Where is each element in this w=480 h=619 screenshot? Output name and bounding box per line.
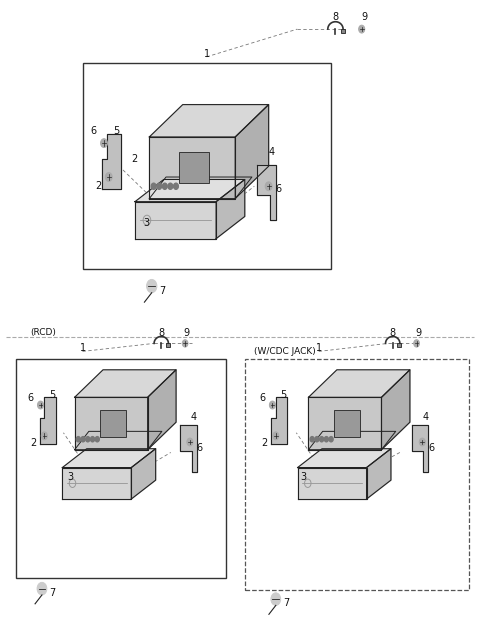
- Text: 3: 3: [68, 472, 73, 482]
- Text: 5: 5: [114, 126, 120, 136]
- Text: 9: 9: [183, 328, 190, 338]
- Polygon shape: [235, 105, 269, 199]
- Polygon shape: [298, 467, 367, 499]
- Polygon shape: [367, 449, 391, 499]
- Circle shape: [315, 436, 319, 442]
- Polygon shape: [309, 431, 396, 449]
- Circle shape: [168, 183, 173, 189]
- Circle shape: [265, 182, 272, 191]
- Circle shape: [162, 183, 167, 189]
- Circle shape: [157, 183, 162, 189]
- Circle shape: [310, 436, 314, 442]
- Circle shape: [419, 438, 425, 446]
- Circle shape: [76, 436, 80, 442]
- Circle shape: [273, 432, 279, 439]
- Text: 2: 2: [96, 181, 102, 191]
- Polygon shape: [271, 397, 287, 444]
- Bar: [166, 344, 169, 347]
- Polygon shape: [75, 370, 176, 397]
- Text: 6: 6: [28, 392, 34, 402]
- Bar: [83, 63, 331, 269]
- Polygon shape: [309, 397, 382, 449]
- Circle shape: [146, 279, 157, 293]
- Text: 2: 2: [131, 154, 137, 163]
- Text: 5: 5: [49, 389, 55, 399]
- Polygon shape: [132, 449, 156, 499]
- Polygon shape: [149, 137, 235, 199]
- Circle shape: [320, 436, 324, 442]
- Text: 7: 7: [159, 286, 165, 296]
- Bar: [180, 152, 209, 183]
- Bar: [100, 410, 126, 436]
- Text: 5: 5: [281, 389, 287, 399]
- Text: 6: 6: [429, 443, 434, 453]
- Text: 4: 4: [269, 147, 275, 157]
- Text: 3: 3: [300, 472, 307, 482]
- Circle shape: [414, 340, 420, 347]
- Text: 8: 8: [390, 328, 396, 338]
- Circle shape: [182, 340, 188, 347]
- Text: 2: 2: [30, 438, 36, 448]
- Text: 1: 1: [80, 344, 85, 353]
- Text: 9: 9: [415, 328, 421, 338]
- Circle shape: [100, 139, 108, 147]
- Polygon shape: [102, 134, 120, 189]
- Circle shape: [151, 183, 156, 189]
- Text: (RCD): (RCD): [30, 329, 56, 337]
- Bar: [397, 344, 401, 347]
- Polygon shape: [180, 425, 197, 472]
- Circle shape: [37, 401, 44, 409]
- Circle shape: [41, 432, 48, 439]
- Text: 6: 6: [91, 126, 97, 136]
- Text: 7: 7: [49, 588, 55, 598]
- Circle shape: [269, 401, 276, 409]
- Text: 6: 6: [196, 443, 202, 453]
- Circle shape: [91, 436, 95, 442]
- Circle shape: [86, 436, 90, 442]
- Text: 8: 8: [332, 12, 338, 22]
- Text: 3: 3: [143, 219, 149, 228]
- Text: (W/CDC JACK): (W/CDC JACK): [254, 347, 316, 356]
- Text: 1: 1: [204, 49, 210, 59]
- Text: 4: 4: [422, 412, 429, 422]
- Text: 9: 9: [361, 12, 367, 22]
- Polygon shape: [135, 180, 245, 202]
- Polygon shape: [309, 370, 410, 397]
- Polygon shape: [148, 370, 176, 449]
- Circle shape: [37, 582, 47, 595]
- Polygon shape: [39, 397, 56, 444]
- Polygon shape: [62, 467, 132, 499]
- Circle shape: [105, 173, 112, 181]
- Circle shape: [329, 436, 333, 442]
- Text: 6: 6: [260, 392, 266, 402]
- Circle shape: [95, 436, 99, 442]
- Polygon shape: [298, 449, 391, 467]
- Bar: [334, 410, 360, 436]
- Polygon shape: [216, 180, 245, 239]
- Text: 1: 1: [316, 344, 322, 353]
- Polygon shape: [149, 105, 269, 137]
- Text: 2: 2: [262, 438, 268, 448]
- Bar: [16, 359, 226, 578]
- Bar: [245, 359, 469, 590]
- Polygon shape: [135, 202, 216, 239]
- Polygon shape: [382, 370, 410, 449]
- Circle shape: [81, 436, 85, 442]
- Polygon shape: [62, 449, 156, 467]
- Circle shape: [359, 25, 365, 33]
- Text: 7: 7: [283, 599, 289, 608]
- Bar: [341, 29, 345, 33]
- Polygon shape: [75, 431, 162, 449]
- Circle shape: [174, 183, 179, 189]
- Polygon shape: [75, 397, 148, 449]
- Text: 4: 4: [191, 412, 196, 422]
- Circle shape: [187, 438, 193, 446]
- Polygon shape: [412, 425, 428, 472]
- Text: 8: 8: [158, 328, 164, 338]
- Polygon shape: [257, 165, 276, 220]
- Circle shape: [271, 593, 281, 605]
- Text: 6: 6: [276, 184, 282, 194]
- Polygon shape: [149, 177, 252, 199]
- Circle shape: [324, 436, 328, 442]
